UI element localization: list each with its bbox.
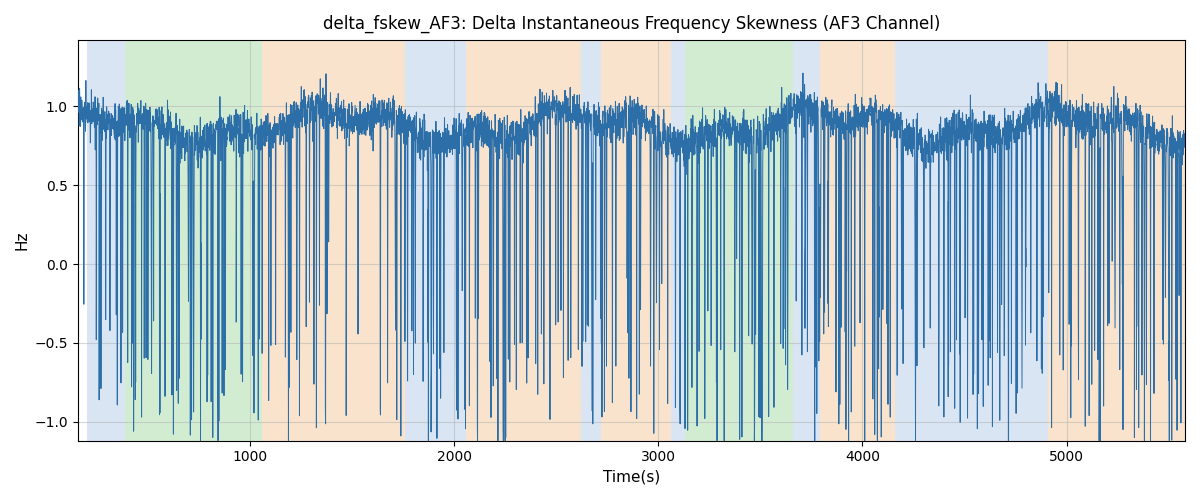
Bar bbox=[263, 40, 406, 440]
Bar bbox=[581, 40, 601, 440]
Y-axis label: Hz: Hz bbox=[14, 230, 30, 250]
Bar bbox=[1049, 40, 1186, 440]
Bar bbox=[467, 40, 581, 440]
Bar bbox=[820, 40, 895, 440]
Bar bbox=[685, 40, 793, 440]
X-axis label: Time(s): Time(s) bbox=[602, 470, 660, 485]
Bar bbox=[671, 40, 685, 440]
Bar bbox=[601, 40, 671, 440]
Bar bbox=[406, 40, 467, 440]
Title: delta_fskew_AF3: Delta Instantaneous Frequency Skewness (AF3 Channel): delta_fskew_AF3: Delta Instantaneous Fre… bbox=[323, 15, 940, 34]
Bar bbox=[86, 40, 126, 440]
Bar bbox=[793, 40, 820, 440]
Bar bbox=[126, 40, 263, 440]
Bar bbox=[895, 40, 1049, 440]
